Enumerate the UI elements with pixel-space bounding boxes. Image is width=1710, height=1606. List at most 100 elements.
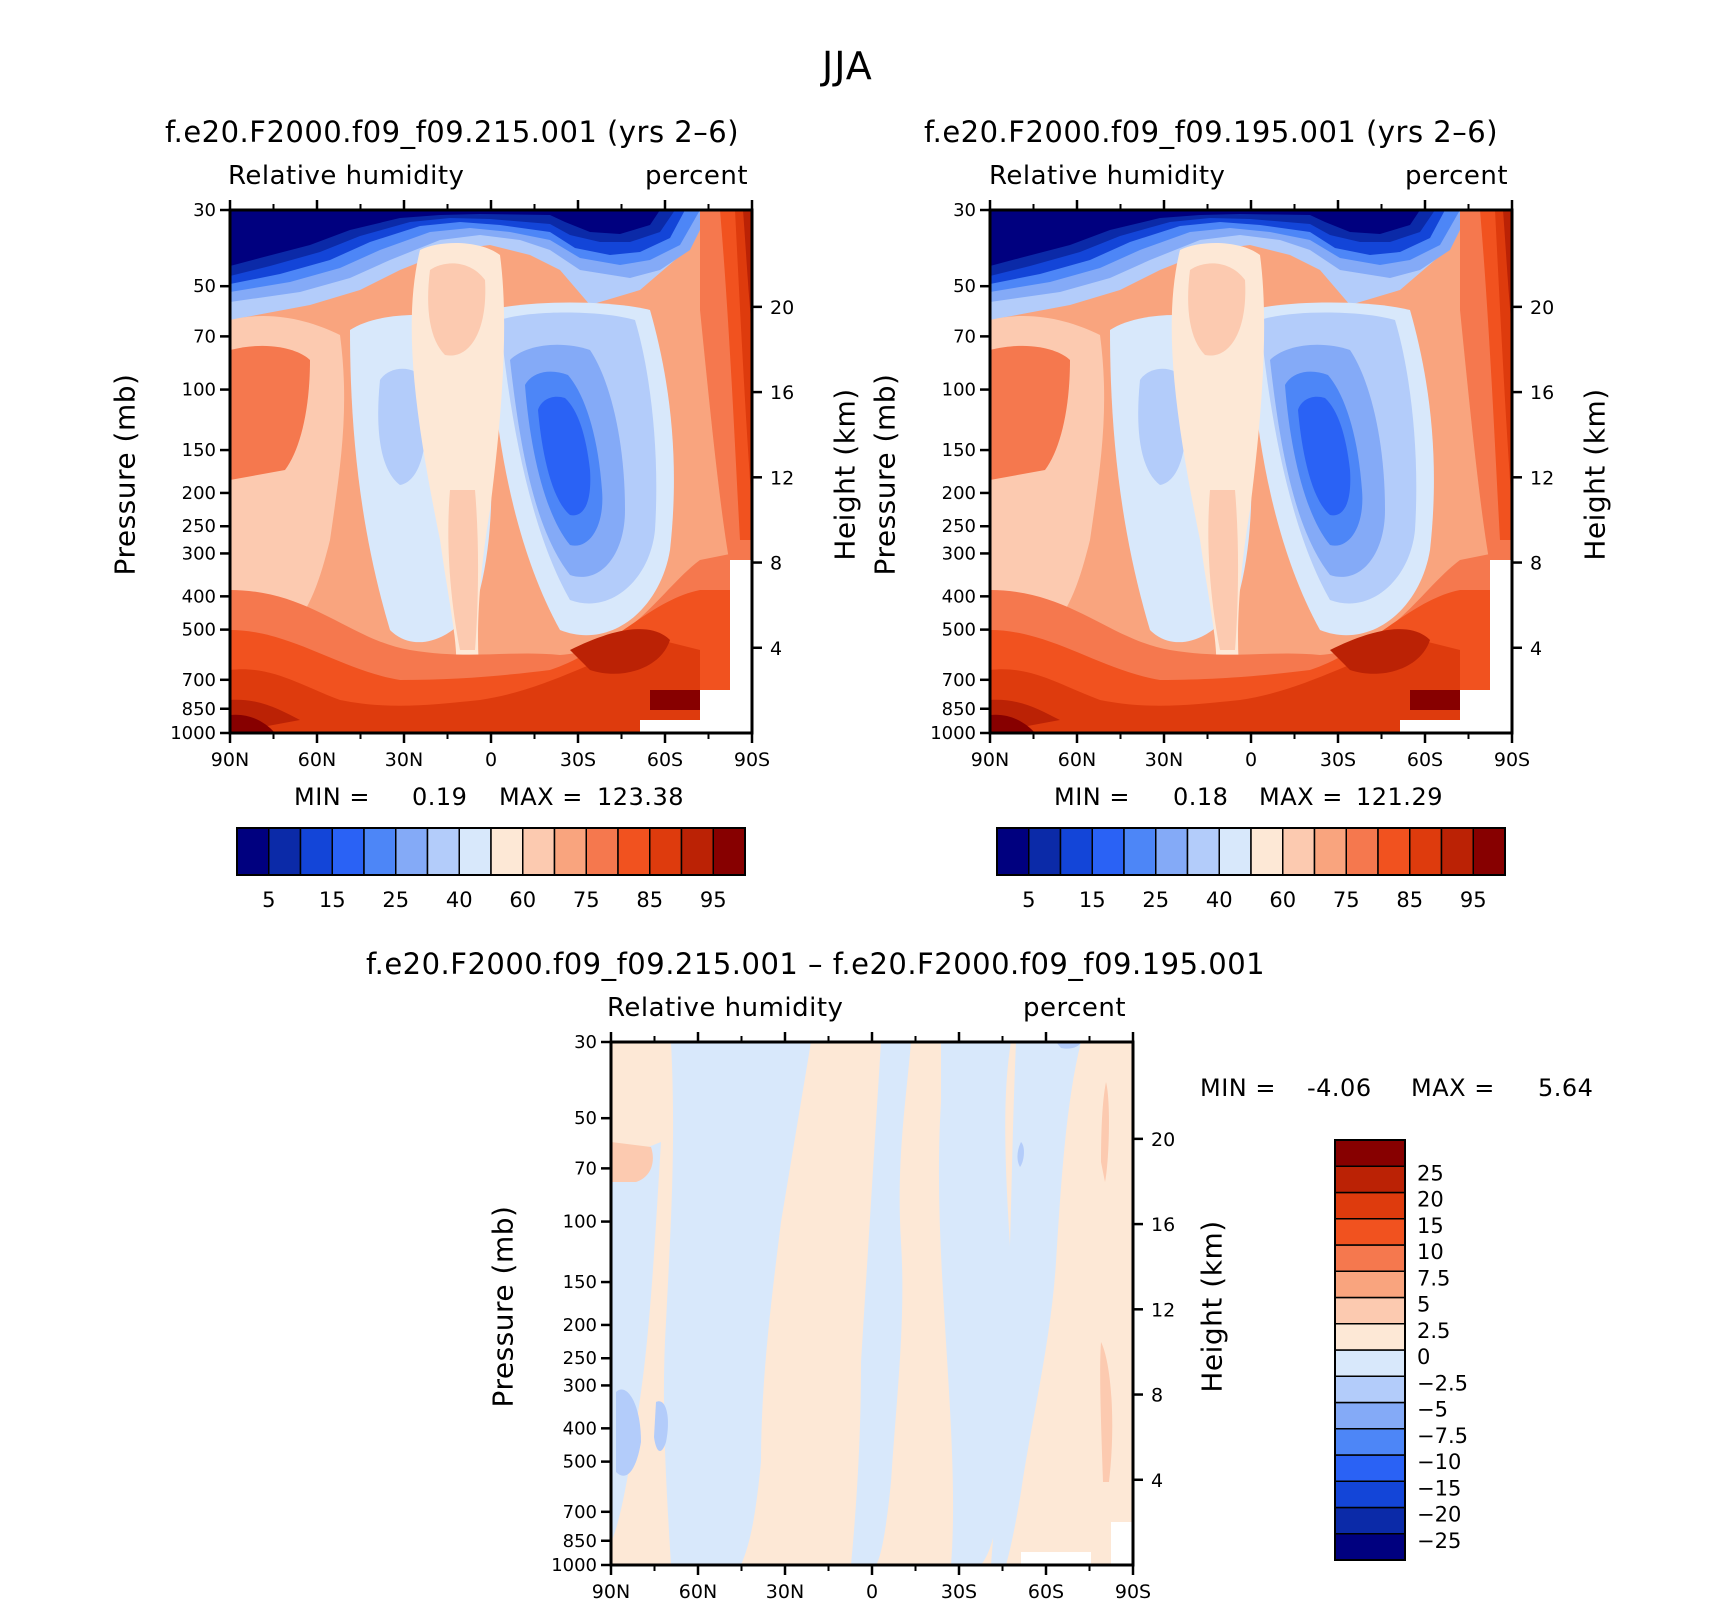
colorbar-label: −5 bbox=[1417, 1398, 1448, 1422]
panel3-max-value: 5.64 bbox=[1538, 1074, 1594, 1102]
colorbar-frame bbox=[1334, 1139, 1406, 1561]
colorbar-swatch bbox=[458, 827, 492, 876]
colorbar-swatch bbox=[1334, 1191, 1406, 1220]
y-tick-label: 850 bbox=[563, 1531, 597, 1552]
y2-tick-label: 12 bbox=[1151, 1299, 1175, 1321]
y-tick-label: 200 bbox=[182, 483, 216, 504]
colorbar-label: 5 bbox=[262, 888, 275, 912]
x-tick-label: 30S bbox=[560, 749, 596, 771]
y-tick-label: 150 bbox=[942, 440, 976, 461]
panel2-units-label: percent bbox=[1405, 161, 1509, 191]
colorbar-label: 75 bbox=[1333, 888, 1360, 912]
colorbar-swatch bbox=[1123, 827, 1157, 876]
colorbar-swatch bbox=[299, 827, 333, 876]
colorbar-label: 40 bbox=[1206, 888, 1233, 912]
super-title: JJA bbox=[822, 44, 873, 88]
panel1-colorbar: 5 15 25 40 60 75 85 95 bbox=[236, 827, 746, 912]
panel3-min-value: -4.06 bbox=[1307, 1074, 1372, 1102]
panel1-variable-label: Relative humidity bbox=[228, 161, 465, 191]
y-tick-label: 300 bbox=[182, 543, 216, 564]
colorbar-swatch bbox=[1091, 827, 1125, 876]
y-tick-label: 300 bbox=[942, 543, 976, 564]
y-tick-label: 500 bbox=[563, 1452, 597, 1473]
colorbar-swatch bbox=[1334, 1428, 1406, 1456]
x-tick-label: 60S bbox=[1028, 1581, 1064, 1603]
y-tick-label: 100 bbox=[942, 380, 976, 401]
y-tick-label: 200 bbox=[563, 1315, 597, 1336]
x-tick-label: 60N bbox=[1058, 749, 1096, 771]
panel3-units-label: percent bbox=[1023, 993, 1127, 1023]
y-tick-label: 50 bbox=[193, 276, 216, 297]
colorbar-label: 5 bbox=[1022, 888, 1035, 912]
colorbar-swatch bbox=[1440, 827, 1474, 876]
y2-tick-label: 4 bbox=[1530, 638, 1542, 660]
colorbar-swatch bbox=[1377, 827, 1411, 876]
y-tick-label: 30 bbox=[574, 1032, 597, 1053]
panel2-contour-field bbox=[990, 210, 1512, 733]
colorbar-label: 25 bbox=[1417, 1161, 1444, 1185]
colorbar-label: 25 bbox=[1142, 888, 1169, 912]
y-tick-label: 250 bbox=[942, 516, 976, 537]
y-tick-label: 400 bbox=[563, 1418, 597, 1439]
x-tick-label: 30S bbox=[941, 1581, 977, 1603]
y-tick-label: 250 bbox=[563, 1348, 597, 1369]
y-tick-label: 200 bbox=[942, 483, 976, 504]
x-tick-label: 90S bbox=[1494, 749, 1530, 771]
colorbar-swatch bbox=[1334, 1296, 1406, 1325]
colorbar-swatch bbox=[996, 827, 1030, 876]
panel2-max-label: MAX = bbox=[1259, 783, 1343, 811]
y-tick-label: 700 bbox=[182, 670, 216, 691]
panel3-variable-label: Relative humidity bbox=[607, 993, 844, 1023]
y-tick-label: 850 bbox=[942, 699, 976, 720]
colorbar-label: 15 bbox=[1417, 1214, 1444, 1238]
y-tick-label: 100 bbox=[182, 380, 216, 401]
y2-tick-label: 8 bbox=[1530, 553, 1542, 575]
colorbar-swatch bbox=[1282, 827, 1316, 876]
x-tick-label: 30N bbox=[1145, 749, 1183, 771]
y-tick-label: 70 bbox=[193, 326, 216, 347]
panel1-contour-field bbox=[230, 210, 752, 733]
colorbar-label: 40 bbox=[446, 888, 473, 912]
colorbar-label: 0 bbox=[1417, 1345, 1430, 1369]
colorbar-swatch bbox=[1334, 1401, 1406, 1430]
y2-tick-label: 4 bbox=[770, 638, 782, 660]
x-tick-label: 30N bbox=[385, 749, 423, 771]
colorbar-swatch bbox=[680, 827, 714, 876]
y-tick-label: 250 bbox=[182, 516, 216, 537]
colorbar-label: −20 bbox=[1417, 1503, 1461, 1527]
panel3-axes: 30 50 70 100 150 200 250 300 400 500 700 850 1000 20 1… bbox=[551, 1032, 1175, 1603]
colorbar-swatch bbox=[1313, 827, 1347, 876]
y2-tick-label: 16 bbox=[1530, 382, 1554, 404]
panel2-min-value: 0.18 bbox=[1173, 783, 1229, 811]
colorbar-label: 15 bbox=[1079, 888, 1106, 912]
panel2-colorbar: 5 15 25 40 60 75 85 95 bbox=[996, 827, 1506, 912]
panel1-units-label: percent bbox=[645, 161, 749, 191]
colorbar-label: 25 bbox=[382, 888, 409, 912]
panel2-title: f.e20.F2000.f09_f09.195.001 (yrs 2–6) bbox=[924, 115, 1499, 149]
colorbar-label: 10 bbox=[1417, 1240, 1444, 1264]
colorbar-label: 85 bbox=[636, 888, 663, 912]
colorbar-swatch bbox=[1409, 827, 1443, 876]
panel3-contour-field bbox=[611, 1042, 1133, 1565]
colorbar-swatch bbox=[585, 827, 619, 876]
colorbar-swatch bbox=[1059, 827, 1093, 876]
y-tick-label: 30 bbox=[193, 200, 216, 221]
colorbar-swatch bbox=[1334, 1244, 1406, 1272]
colorbar-swatch bbox=[1218, 827, 1252, 876]
y-tick-label: 300 bbox=[563, 1375, 597, 1396]
y-tick-label: 1000 bbox=[930, 723, 976, 744]
colorbar-label: −10 bbox=[1417, 1450, 1461, 1474]
y-tick-label: 150 bbox=[563, 1272, 597, 1293]
colorbar-label: 85 bbox=[1396, 888, 1423, 912]
colorbar-swatch bbox=[1334, 1454, 1406, 1482]
panel3-min-label: MIN = bbox=[1200, 1074, 1276, 1102]
y-tick-label: 30 bbox=[953, 200, 976, 221]
y-tick-label: 100 bbox=[563, 1212, 597, 1233]
colorbar-swatch bbox=[1334, 1165, 1406, 1194]
colorbar-frame bbox=[236, 827, 746, 876]
panel3-title: f.e20.F2000.f09_f09.215.001 – f.e20.F200… bbox=[366, 947, 1266, 981]
x-tick-label: 90N bbox=[592, 1581, 630, 1603]
colorbar-label: 15 bbox=[319, 888, 346, 912]
colorbar-label: −7.5 bbox=[1417, 1424, 1468, 1448]
x-tick-label: 60S bbox=[1407, 749, 1443, 771]
